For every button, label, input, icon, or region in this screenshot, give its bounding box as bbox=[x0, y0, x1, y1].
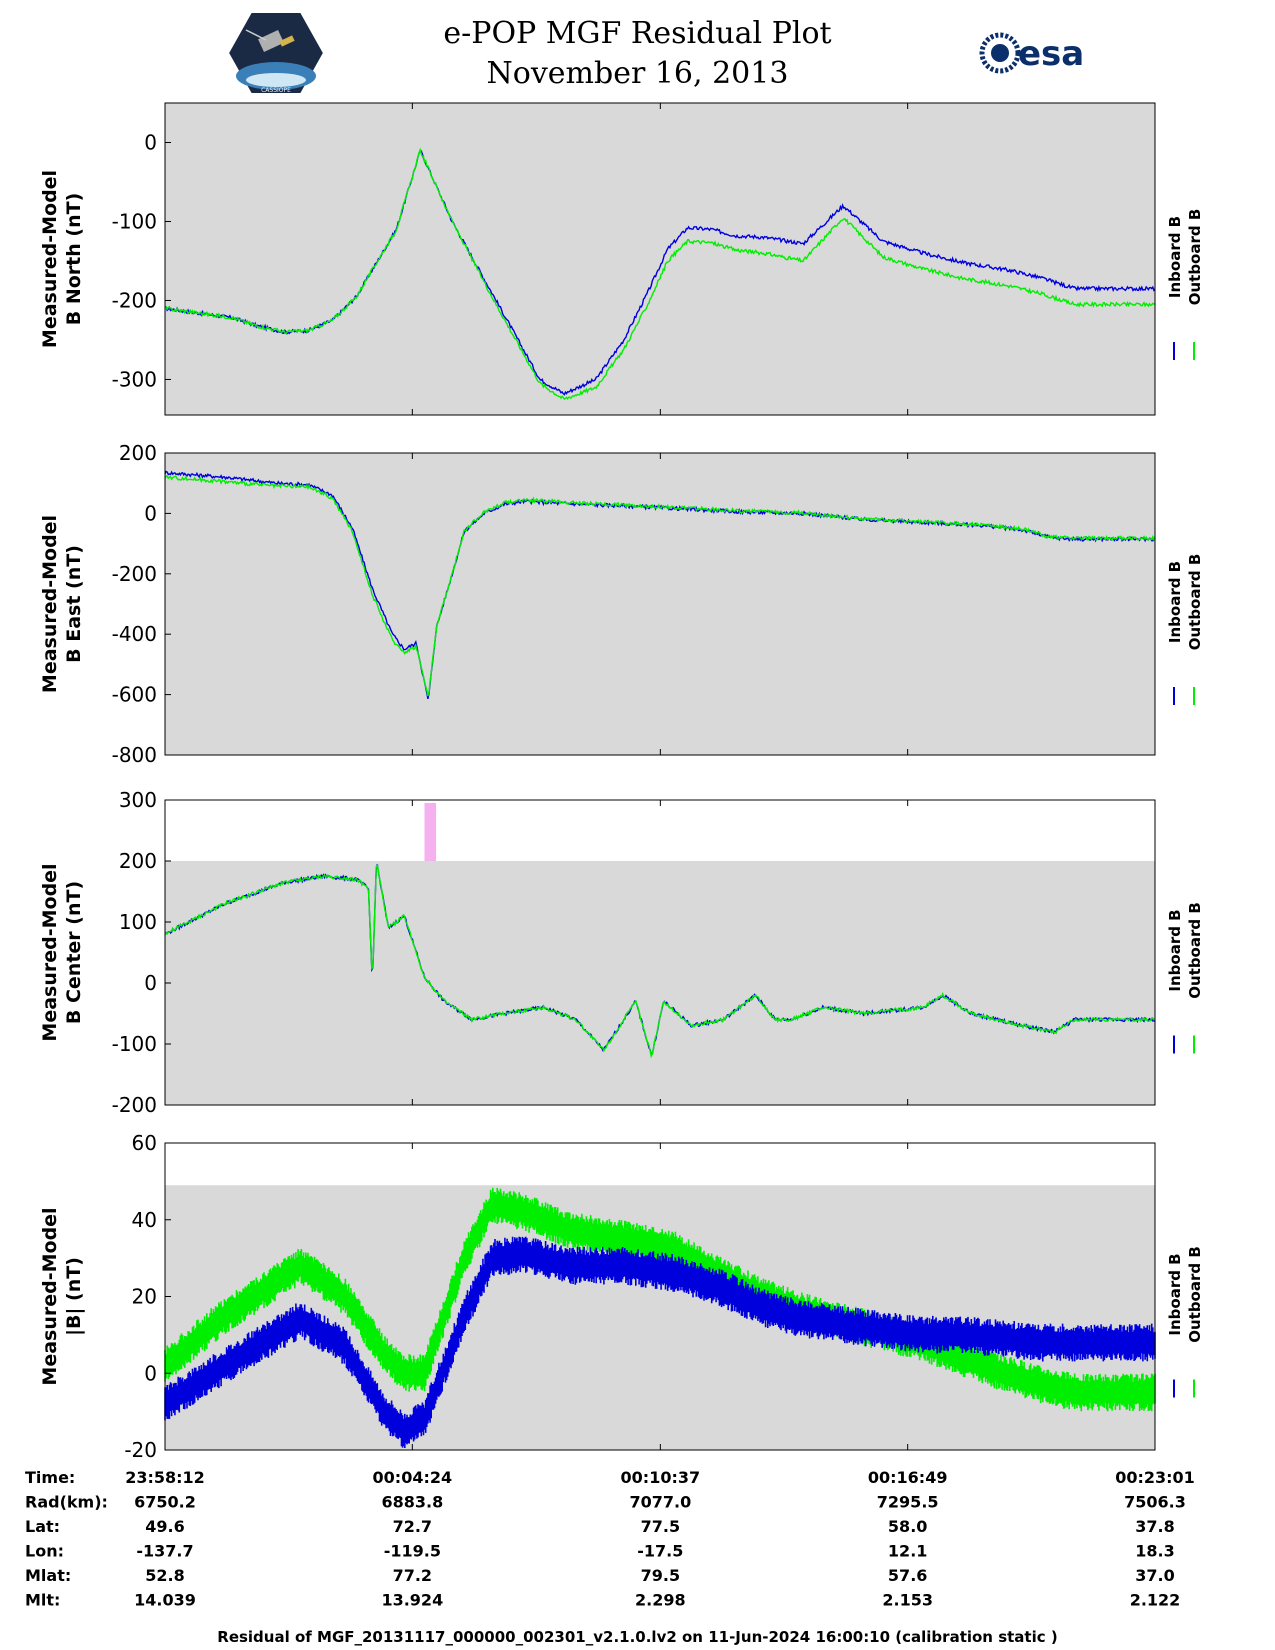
y-tick-label: -600 bbox=[112, 683, 157, 707]
panel-north: 0 -100 -200 -300 Measured-Model B North (nT) I… bbox=[39, 102, 1204, 416]
panel-magnitude: 60 40 20 0 -20 Measured-Model |B| (nT) Inboard … bbox=[39, 1131, 1204, 1462]
y-axis-label: Measured-Model bbox=[39, 170, 61, 348]
footer-cell: 7506.3 bbox=[1124, 1493, 1186, 1512]
y-tick-label: 20 bbox=[132, 1285, 157, 1309]
panel-east: 200 0 -200 -400 -600 -800 Measured-Model B East… bbox=[39, 441, 1204, 767]
legend-outboard-label: Outboard B bbox=[1186, 554, 1204, 651]
panel-background bbox=[165, 861, 1155, 1105]
y-tick-label: -100 bbox=[112, 1032, 157, 1056]
y-tick-label: 300 bbox=[119, 788, 157, 812]
x-tick-label: 00:23:01 bbox=[1115, 1468, 1195, 1487]
y-tick-label: 60 bbox=[132, 1131, 157, 1155]
y-tick-label: -200 bbox=[112, 1093, 157, 1117]
series-outboard-line bbox=[164, 475, 1156, 697]
legend-inboard-label: Inboard B bbox=[1166, 561, 1184, 643]
y-axis-label: |B| (nT) bbox=[63, 1257, 85, 1336]
footer-row-label: Lat: bbox=[25, 1517, 60, 1536]
y-tick-label: 0 bbox=[144, 130, 157, 154]
footer-note: Residual of MGF_20131117_000000_002301_v… bbox=[217, 1628, 1058, 1646]
footer-cell: -17.5 bbox=[637, 1542, 683, 1561]
footer-cell: 6750.2 bbox=[134, 1493, 196, 1512]
y-tick-label: 200 bbox=[119, 849, 157, 873]
footer-cell: 77.5 bbox=[641, 1517, 680, 1536]
x-tick-label: 23:58:12 bbox=[125, 1468, 205, 1487]
panel-center: 300 200 100 0 -100 -200 Measured-Model B Center… bbox=[39, 788, 1204, 1117]
footer-cell: 72.7 bbox=[393, 1517, 432, 1536]
y-axis-label: Measured-Model bbox=[39, 863, 61, 1041]
y-tick-label: -800 bbox=[112, 743, 157, 767]
y-tick-label: -300 bbox=[112, 367, 157, 391]
series-outboard-line bbox=[164, 863, 1156, 1059]
x-tick-label: 00:10:37 bbox=[621, 1468, 701, 1487]
panel-background bbox=[165, 103, 1155, 415]
footer-cell: 58.0 bbox=[888, 1517, 927, 1536]
footer-row-label: Mlt: bbox=[25, 1591, 60, 1610]
panel-background bbox=[165, 453, 1155, 755]
y-axis-label: Measured-Model bbox=[39, 1207, 61, 1385]
esa-logo-text: esa bbox=[1018, 34, 1084, 74]
footer-cell: 2.122 bbox=[1130, 1591, 1181, 1610]
footer-cell: 14.039 bbox=[134, 1591, 196, 1610]
legend-outboard-label: Outboard B bbox=[1186, 209, 1204, 306]
footer-cell: 37.0 bbox=[1135, 1566, 1174, 1585]
footer-cell: 18.3 bbox=[1135, 1542, 1174, 1561]
footer-cell: 12.1 bbox=[888, 1542, 927, 1561]
footer-cell: 2.153 bbox=[882, 1591, 933, 1610]
legend-outboard-label: Outboard B bbox=[1186, 1246, 1204, 1343]
x-tick-label: 00:04:24 bbox=[373, 1468, 453, 1487]
footer-cell: 77.2 bbox=[393, 1566, 432, 1585]
footer-row-label: Lon: bbox=[25, 1542, 64, 1561]
footer-cell: 57.6 bbox=[888, 1566, 927, 1585]
footer-cell: 52.8 bbox=[145, 1566, 184, 1585]
legend-inboard-label: Inboard B bbox=[1166, 1253, 1184, 1335]
flag-bar bbox=[430, 803, 437, 861]
y-axis-label: B East (nT) bbox=[63, 545, 85, 663]
y-axis-label: B Center (nT) bbox=[63, 881, 85, 1024]
flag-bar bbox=[424, 803, 431, 861]
y-tick-label: -400 bbox=[112, 622, 157, 646]
footer-row-label: Time: bbox=[25, 1468, 75, 1487]
y-tick-label: 200 bbox=[119, 441, 157, 465]
y-axis-label: Measured-Model bbox=[39, 515, 61, 693]
footer-cell: 79.5 bbox=[641, 1566, 680, 1585]
footer-cell: -119.5 bbox=[384, 1542, 441, 1561]
y-tick-label: 0 bbox=[144, 501, 157, 525]
y-tick-label: 0 bbox=[144, 1361, 157, 1385]
svg-text:CASSIOPE: CASSIOPE bbox=[261, 87, 291, 94]
panel-background bbox=[165, 1185, 1155, 1450]
series-outboard-line bbox=[164, 147, 1156, 401]
y-tick-label: -100 bbox=[112, 209, 157, 233]
footer-cell: -137.7 bbox=[136, 1542, 193, 1561]
footer-row-label: Mlat: bbox=[25, 1566, 71, 1585]
legend-inboard-label: Inboard B bbox=[1166, 216, 1184, 298]
satellite-mission-logo: CASSIOPE bbox=[226, 11, 326, 95]
footer-cell: 49.6 bbox=[145, 1517, 184, 1536]
y-tick-label: -200 bbox=[112, 562, 157, 586]
footer-cell: 37.8 bbox=[1135, 1517, 1174, 1536]
footer-row-label: Rad(km): bbox=[25, 1493, 108, 1512]
footer-cell: 7077.0 bbox=[629, 1493, 691, 1512]
y-axis-label: B North (nT) bbox=[63, 193, 85, 326]
legend-inboard-label: Inboard B bbox=[1166, 909, 1184, 991]
y-tick-label: 40 bbox=[132, 1208, 157, 1232]
y-tick-label: 100 bbox=[119, 910, 157, 934]
y-tick-label: -200 bbox=[112, 288, 157, 312]
y-tick-label: 0 bbox=[144, 971, 157, 995]
footer-cell: 7295.5 bbox=[877, 1493, 939, 1512]
footer-cell: 6883.8 bbox=[381, 1493, 443, 1512]
y-tick-label: -20 bbox=[124, 1438, 157, 1462]
plot-title: e-POP MGF Residual Plot bbox=[443, 16, 832, 51]
plot-date: November 16, 2013 bbox=[486, 56, 789, 91]
footer-cell: 2.298 bbox=[635, 1591, 686, 1610]
esa-logo: esa bbox=[979, 32, 1084, 74]
x-tick-label: 00:16:49 bbox=[868, 1468, 948, 1487]
legend-outboard-label: Outboard B bbox=[1186, 902, 1204, 999]
footer-cell: 13.924 bbox=[381, 1591, 443, 1610]
